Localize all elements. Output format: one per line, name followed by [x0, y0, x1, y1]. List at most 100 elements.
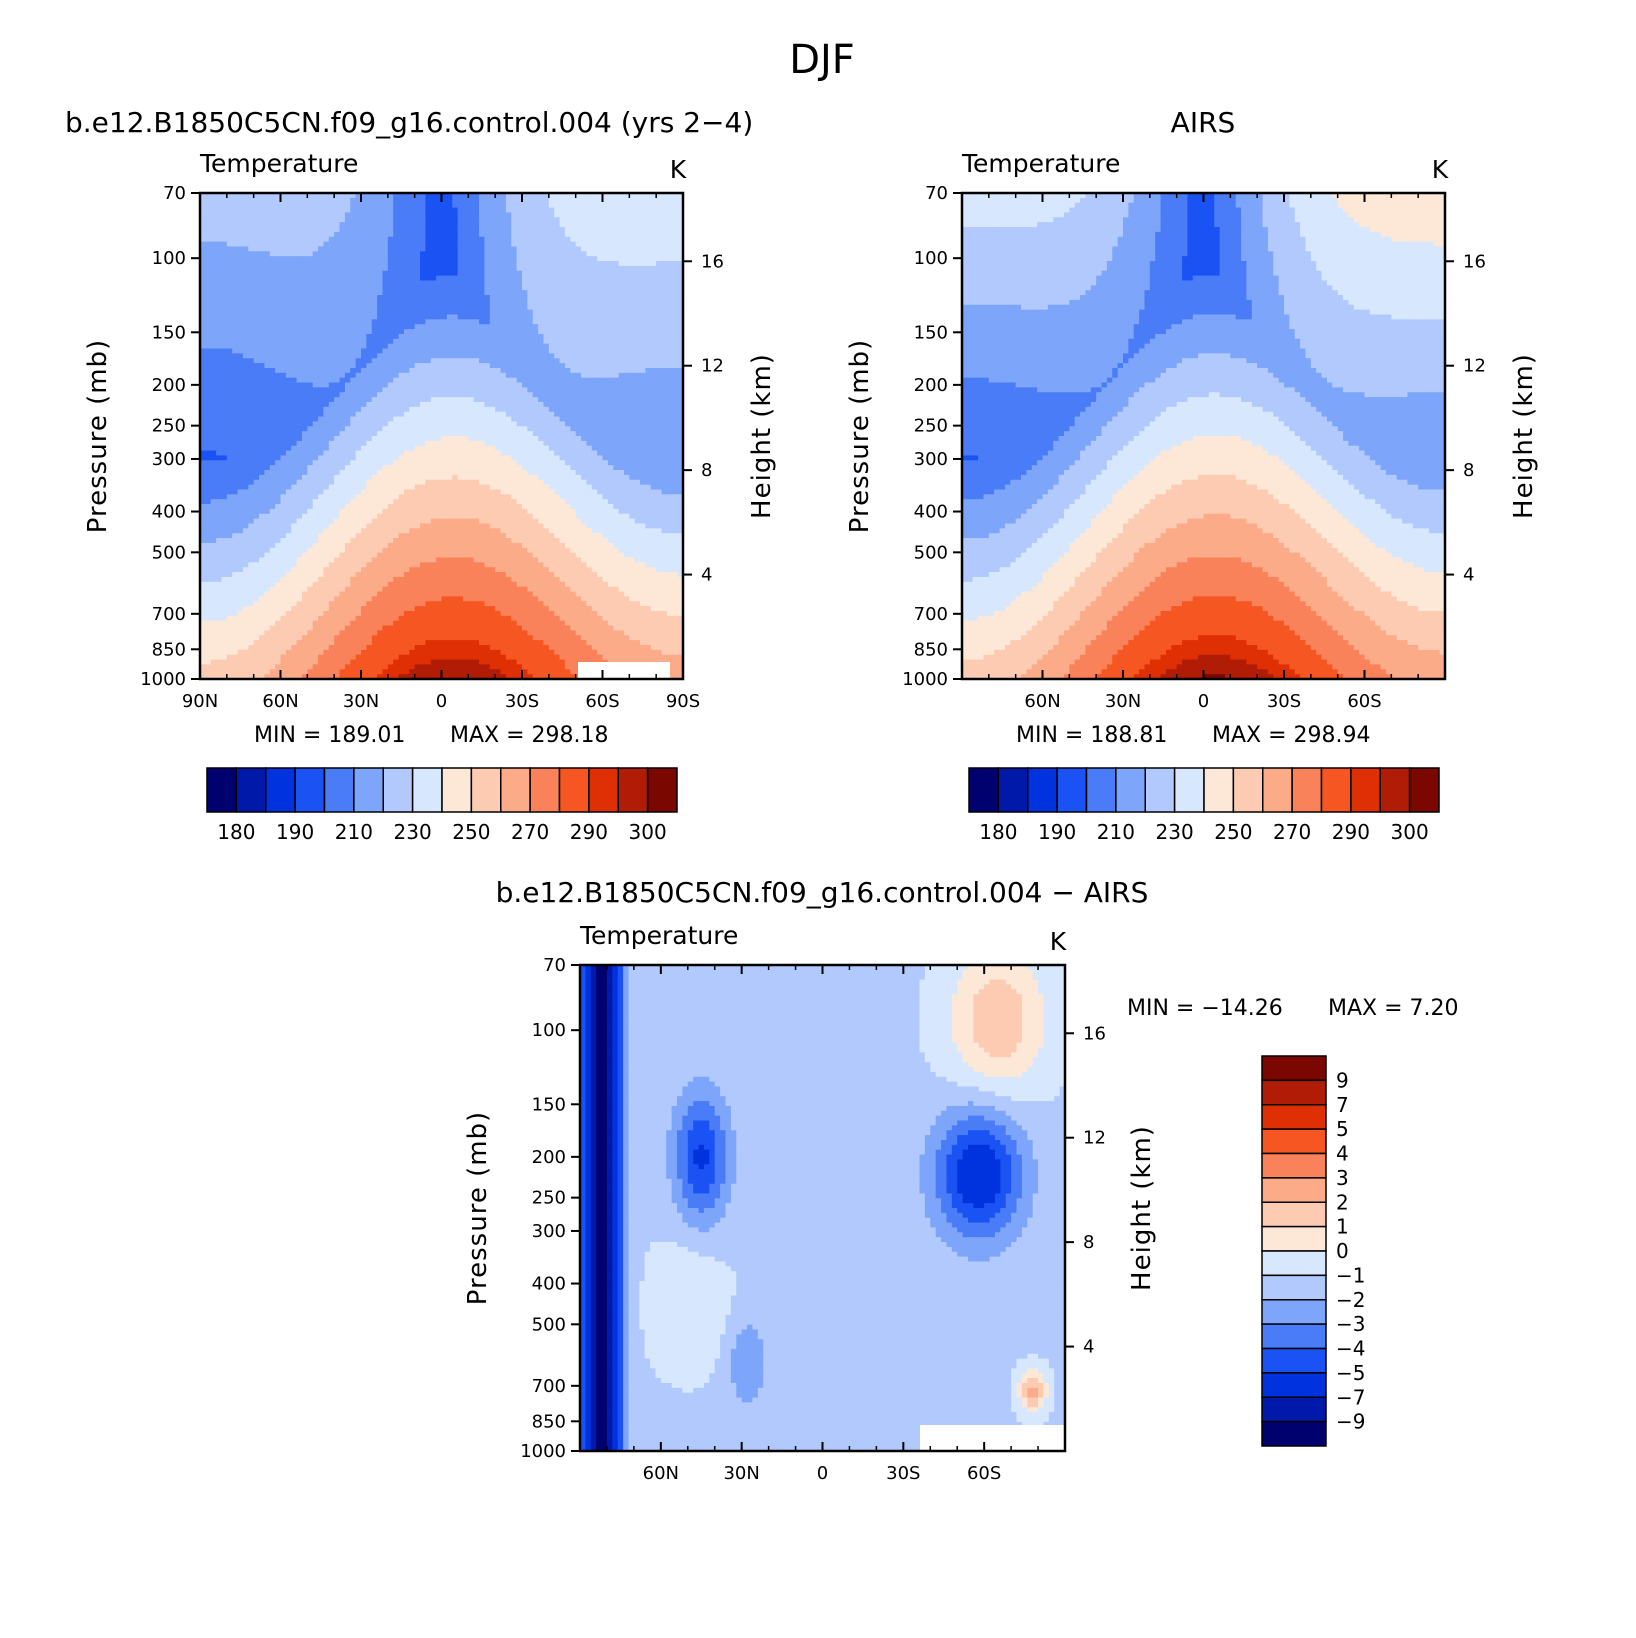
- contour-cell: [446, 202, 453, 209]
- contour-cell: [269, 212, 276, 218]
- contour-cell: [259, 392, 265, 398]
- contour-cell: [564, 387, 571, 393]
- contour-cell: [242, 436, 249, 442]
- contour-cell: [473, 401, 480, 408]
- contour-cell: [436, 416, 443, 423]
- contour-cell: [532, 397, 539, 403]
- contour-cell: [516, 348, 523, 354]
- contour-cell: [387, 319, 394, 325]
- contour-cell: [516, 450, 523, 457]
- contour-cell: [393, 387, 400, 393]
- panel-model-contour-fill: [200, 193, 683, 679]
- contour-cell: [355, 241, 362, 248]
- contour-cell: [462, 241, 469, 248]
- contour-cell: [462, 348, 469, 354]
- contour-cell: [301, 397, 308, 403]
- contour-cell: [430, 202, 437, 209]
- contour-cell: [377, 241, 384, 248]
- contour-cell: [623, 397, 630, 403]
- contour-cell: [570, 397, 577, 403]
- contour-cell: [269, 367, 276, 374]
- contour-cell: [361, 460, 367, 466]
- contour-cell: [677, 353, 683, 359]
- contour-cell: [489, 353, 496, 359]
- contour-cell: [468, 348, 475, 354]
- contour-cell: [623, 275, 630, 282]
- contour-cell: [473, 397, 480, 403]
- contour-cell: [285, 338, 292, 345]
- contour-cell: [414, 353, 421, 359]
- contour-cell: [479, 265, 486, 272]
- contour-cell: [377, 295, 384, 301]
- contour-cell: [538, 440, 545, 447]
- contour-cell: [355, 450, 362, 457]
- contour-cell: [334, 329, 341, 335]
- contour-cell: [640, 426, 647, 432]
- contour-cell: [377, 212, 384, 218]
- contour-cell: [301, 212, 308, 218]
- contour-cell: [221, 261, 228, 267]
- contour-cell: [500, 445, 507, 452]
- contour-cell: [618, 431, 625, 437]
- contour-cell: [500, 193, 507, 199]
- contour-cell: [570, 440, 577, 447]
- contour-cell: [232, 270, 239, 277]
- contour-cell: [618, 207, 625, 214]
- contour-cell: [253, 275, 260, 282]
- contour-cell: [403, 401, 410, 408]
- contour-cell: [634, 314, 641, 320]
- contour-cell: [446, 275, 453, 282]
- contour-cell: [581, 265, 587, 272]
- contour-cell: [446, 231, 453, 238]
- contour-cell: [441, 299, 448, 306]
- contour-cell: [200, 450, 206, 457]
- contour-cell: [634, 426, 641, 432]
- contour-cell: [280, 343, 287, 350]
- contour-cell: [484, 222, 491, 228]
- contour-cell: [575, 353, 582, 359]
- contour-cell: [473, 202, 480, 209]
- contour-cell: [672, 426, 679, 432]
- contour-cell: [371, 416, 378, 423]
- contour-cell: [403, 377, 410, 384]
- contour-cell: [645, 222, 652, 228]
- contour-cell: [436, 333, 443, 340]
- contour-cell: [559, 222, 566, 228]
- contour-cell: [382, 285, 389, 291]
- contour-cell: [355, 367, 362, 374]
- contour-cell: [430, 411, 437, 418]
- contour-cell: [323, 227, 330, 233]
- contour-cell: [666, 217, 673, 223]
- contour-cell: [511, 202, 518, 209]
- contour-cell: [538, 236, 545, 243]
- contour-cell: [280, 338, 287, 345]
- contour-cell: [200, 338, 206, 345]
- contour-cell: [344, 392, 351, 398]
- contour-cell: [248, 426, 255, 432]
- contour-cell: [425, 401, 432, 408]
- contour-cell: [318, 450, 325, 457]
- contour-cell: [248, 387, 255, 393]
- contour-cell: [339, 202, 346, 209]
- contour-cell: [500, 231, 507, 238]
- contour-cell: [661, 431, 668, 437]
- contour-cell: [361, 290, 367, 296]
- contour-cell: [205, 406, 212, 413]
- contour-cell: [285, 251, 292, 257]
- contour-cell: [575, 411, 582, 418]
- contour-cell: [479, 299, 486, 306]
- contour-cell: [237, 193, 244, 199]
- contour-cell: [425, 231, 432, 238]
- contour-cell: [226, 338, 233, 345]
- contour-cell: [296, 421, 303, 427]
- contour-cell: [629, 431, 636, 437]
- contour-cell: [532, 299, 539, 306]
- contour-cell: [516, 382, 523, 388]
- contour-cell: [355, 197, 362, 204]
- contour-cell: [398, 329, 405, 335]
- contour-cell: [253, 353, 260, 359]
- contour-cell: [253, 212, 260, 218]
- contour-cell: [575, 426, 582, 432]
- contour-cell: [366, 222, 373, 228]
- contour-cell: [634, 197, 641, 204]
